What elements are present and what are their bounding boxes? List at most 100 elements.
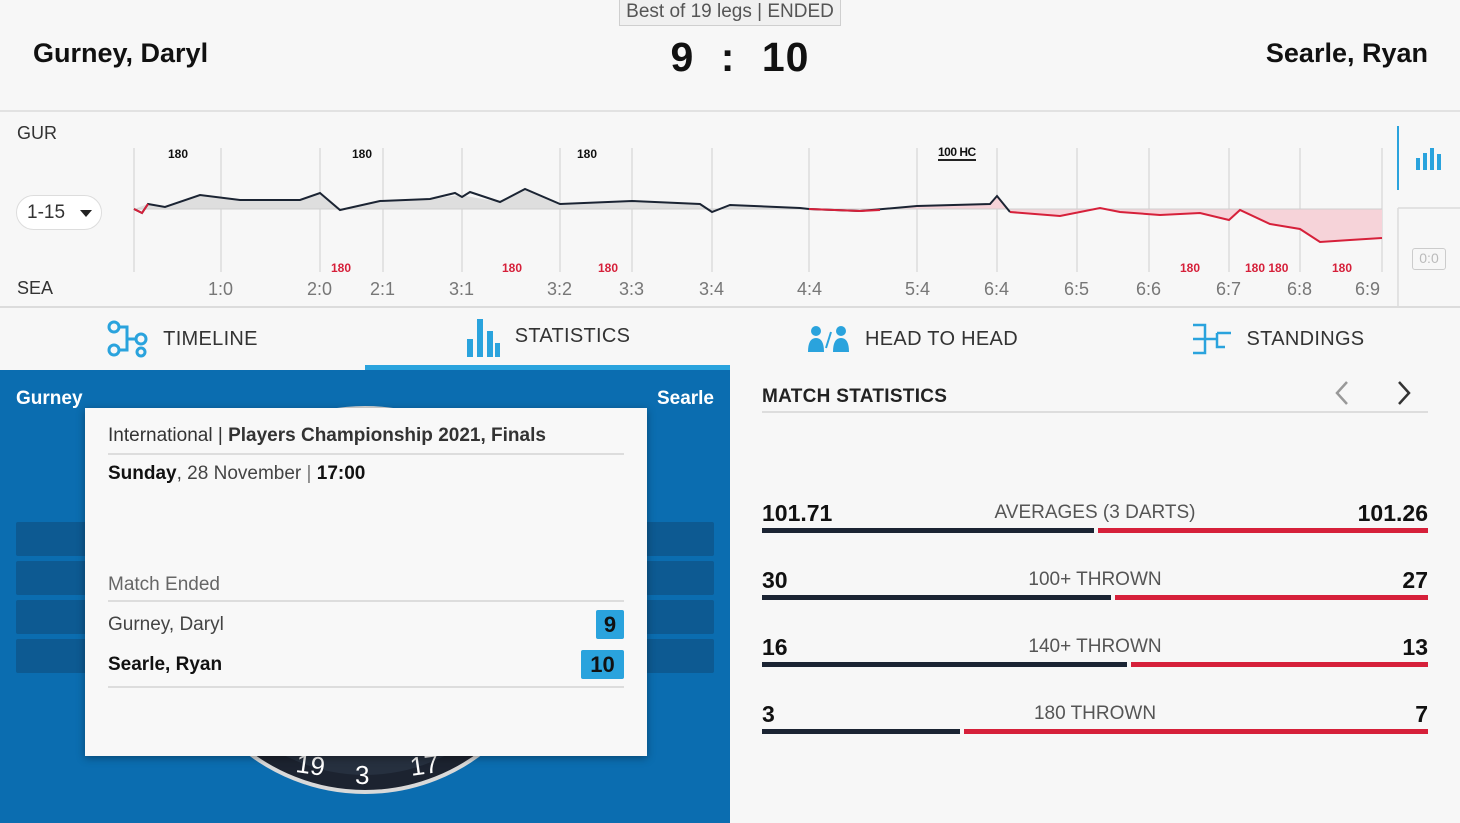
home-bar (762, 528, 1094, 533)
away-bar (1098, 528, 1428, 533)
tab-bar: TIMELINE STATISTICS HEAD TO HEAD STANDIN… (0, 308, 1460, 370)
away-bar (1131, 662, 1428, 667)
date-line: Sunday, 28 November | 17:00 (108, 463, 366, 484)
away-bar (1115, 595, 1428, 600)
standings-icon (1192, 323, 1231, 355)
chevron-right-icon[interactable] (1396, 380, 1412, 406)
away-legs-badge: 10 (581, 650, 624, 679)
away-180-marker: 180 180 (1245, 261, 1289, 275)
momentum-graph: GUR SEA 1-15 180 180 180 100 HC 180 180 (0, 112, 1460, 308)
away-180-marker: 180 (1332, 261, 1353, 275)
home-hc-marker: 100 HC (938, 145, 976, 161)
home-value: 3 (762, 701, 775, 727)
home-score: 9 (670, 34, 695, 80)
away-180-marker: 180 (598, 261, 619, 275)
stat-label: 100+ THROWN (1028, 569, 1162, 590)
tab-label: STANDINGS (1246, 327, 1365, 350)
leg-label: 6:9 (1355, 279, 1381, 299)
away-180-marker: 180 (502, 261, 523, 275)
home-value: 16 (762, 634, 788, 660)
stat-row-180: 3 180 THROWN 7 (762, 701, 1428, 741)
away-value: 27 (1402, 567, 1428, 593)
home-bar (762, 595, 1111, 600)
away-180-marker: 180 (1180, 261, 1201, 275)
home-code: GUR (17, 123, 57, 143)
match-day: Sunday (108, 463, 177, 484)
stat-row-140-plus: 16 140+ THROWN 13 (762, 634, 1428, 674)
title-divider (762, 411, 1428, 413)
home-180-marker: 180 (168, 147, 189, 161)
away-bar (964, 729, 1428, 734)
zero-score-badge: 0:0 (1412, 248, 1446, 270)
leg-label: 6:4 (984, 279, 1010, 299)
leg-label: 3:1 (449, 279, 475, 299)
match-statistics-panel: MATCH STATISTICS 101.71 AVERAGES (3 DART… (730, 370, 1460, 823)
match-score: 9 : 10 (640, 34, 840, 81)
chart-toggle-icon[interactable] (1415, 148, 1441, 175)
away-player-name[interactable]: Searle, Ryan (1265, 38, 1428, 68)
home-player-name: Gurney, Daryl (108, 613, 224, 635)
stat-row-100-plus: 30 100+ THROWN 27 (762, 567, 1428, 607)
tab-statistics[interactable]: STATISTICS (365, 308, 730, 370)
match-format: Best of 19 legs | ENDED (619, 0, 841, 26)
stat-label: 180 THROWN (1033, 703, 1157, 724)
match-status: Match Ended (108, 574, 624, 602)
leg-label: 3:4 (699, 279, 725, 299)
leg-label: 1:0 (208, 279, 234, 299)
match-info-card: International | Players Championship 202… (85, 408, 647, 756)
leg-range-value: 1-15 (27, 202, 66, 223)
away-180-marker: 180 (331, 261, 352, 275)
leg-label: 6:5 (1064, 279, 1090, 299)
tab-label: TIMELINE (163, 327, 258, 350)
leg-label: 3:3 (619, 279, 645, 299)
leg-label: 2:1 (370, 279, 396, 299)
tab-label: STATISTICS (514, 325, 631, 347)
leg-label: 3:2 (547, 279, 573, 299)
match-date: , 28 November (176, 463, 302, 484)
away-value: 101.26 (1357, 500, 1428, 526)
stat-row-averages: 101.71 AVERAGES (3 DARTS) 101.26 (762, 500, 1428, 540)
leg-label: 6:6 (1136, 279, 1162, 299)
away-player-name: Searle, Ryan (108, 653, 223, 675)
away-code: SEA (17, 278, 54, 298)
momentum-chart (133, 126, 1460, 308)
head-to-head-icon (808, 326, 850, 352)
leg-label: 4:4 (797, 279, 823, 299)
away-value: 13 (1402, 634, 1428, 660)
home-legs-badge: 9 (596, 610, 624, 639)
away-value: 7 (1415, 701, 1428, 727)
stats-title: MATCH STATISTICS (762, 386, 948, 407)
leg-label: 5:4 (905, 279, 931, 299)
leg-label: 2:0 (307, 279, 333, 299)
tab-timeline[interactable]: TIMELINE (0, 308, 365, 370)
home-bar (762, 662, 1127, 667)
score-separator: : (720, 34, 736, 80)
tournament-name[interactable]: Players Championship 2021, Finals (228, 425, 546, 446)
stat-label: AVERAGES (3 DARTS) (994, 502, 1196, 523)
separator: | (217, 425, 223, 446)
home-180-marker: 180 (577, 147, 598, 161)
timeline-icon (107, 320, 148, 358)
away-result-row[interactable]: Searle, Ryan 10 (108, 650, 624, 688)
tab-label: HEAD TO HEAD (865, 327, 1018, 350)
chevron-left-icon[interactable] (1334, 380, 1350, 406)
match-time: 17:00 (316, 463, 366, 484)
home-result-row[interactable]: Gurney, Daryl 9 (108, 610, 624, 639)
tab-head-to-head[interactable]: HEAD TO HEAD (730, 308, 1095, 370)
tab-standings[interactable]: STANDINGS (1095, 308, 1460, 370)
stat-label: 140+ THROWN (1028, 636, 1162, 657)
home-value: 101.71 (762, 500, 833, 526)
category: International (108, 425, 213, 446)
bar-chart-icon (466, 318, 500, 357)
home-bar (762, 729, 960, 734)
match-header: Best of 19 legs | ENDED Gurney, Daryl 9 … (0, 0, 1460, 112)
tournament-line: International | Players Championship 202… (108, 425, 624, 455)
home-180-marker: 180 (352, 147, 373, 161)
leg-label: 6:7 (1216, 279, 1242, 299)
leg-range-dropdown[interactable]: 1-15 (16, 195, 102, 230)
away-short-name: Searle (656, 388, 714, 409)
home-value: 30 (762, 567, 788, 593)
home-player-name[interactable]: Gurney, Daryl (33, 38, 209, 68)
home-short-name: Gurney (16, 388, 83, 409)
caret-down-icon (80, 210, 92, 217)
